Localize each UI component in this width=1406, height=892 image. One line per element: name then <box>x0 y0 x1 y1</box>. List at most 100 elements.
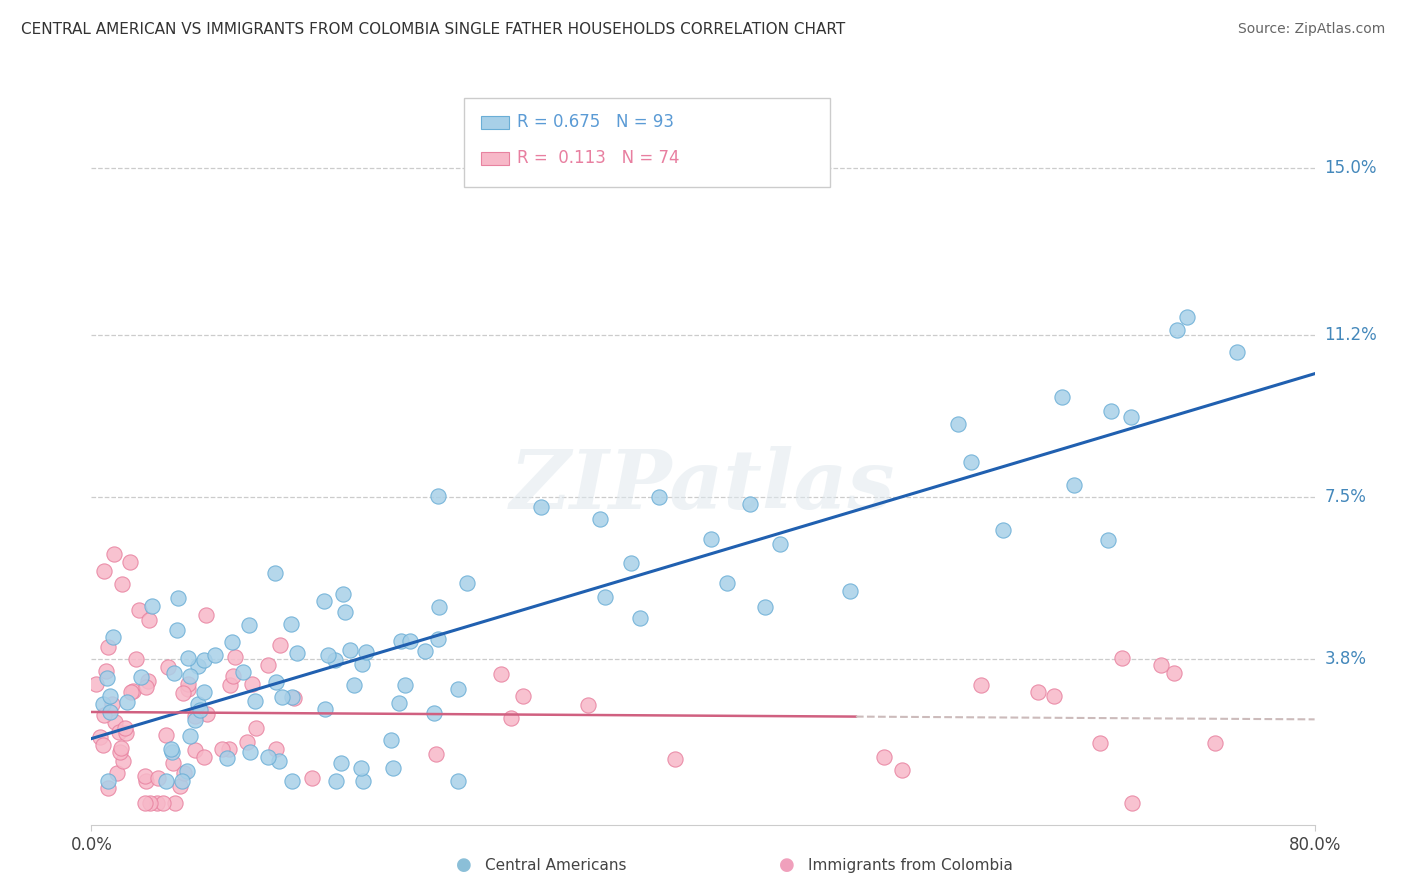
Point <box>399 633 422 648</box>
Point <box>129 670 152 684</box>
Point <box>172 686 194 700</box>
Point <box>179 669 201 683</box>
Point <box>184 709 207 723</box>
Point <box>264 742 287 756</box>
Point <box>991 523 1014 537</box>
Point <box>139 796 162 810</box>
Point <box>120 685 142 699</box>
Point <box>716 576 738 591</box>
Point <box>281 690 304 704</box>
Point <box>224 650 246 665</box>
Point <box>146 796 169 810</box>
Point <box>177 651 200 665</box>
Point <box>1097 533 1119 548</box>
Point <box>1175 310 1198 324</box>
Point <box>325 774 347 789</box>
Point <box>245 721 267 735</box>
Point <box>589 512 612 526</box>
Point <box>647 490 669 504</box>
Point <box>1226 344 1249 359</box>
Point <box>312 594 335 608</box>
Point <box>426 632 449 647</box>
Point <box>218 742 240 756</box>
Point <box>333 605 356 619</box>
Point <box>700 532 723 546</box>
Point <box>240 677 263 691</box>
Point <box>125 652 148 666</box>
Point <box>447 681 470 696</box>
Point <box>177 682 200 697</box>
Point <box>243 694 266 708</box>
Point <box>280 617 302 632</box>
Point <box>264 675 287 690</box>
Point <box>1063 478 1085 492</box>
Point <box>664 752 686 766</box>
Text: Source: ZipAtlas.com: Source: ZipAtlas.com <box>1237 22 1385 37</box>
Point <box>193 749 215 764</box>
Point <box>350 760 373 774</box>
Point <box>97 780 120 795</box>
Point <box>155 774 177 789</box>
Point <box>754 599 776 614</box>
Point <box>96 671 118 685</box>
Point <box>1099 404 1122 418</box>
Point <box>138 614 160 628</box>
Text: 11.2%: 11.2% <box>1324 326 1376 343</box>
Point <box>257 750 280 764</box>
Point <box>1111 651 1133 665</box>
Point <box>1121 796 1143 810</box>
Point <box>98 689 121 703</box>
Point <box>110 740 132 755</box>
Point <box>316 648 339 663</box>
Point <box>97 640 120 655</box>
Point <box>1028 685 1050 699</box>
Point <box>388 697 411 711</box>
Point <box>620 556 643 570</box>
Point <box>891 763 914 777</box>
Point <box>114 726 136 740</box>
Point <box>218 678 240 692</box>
Text: ZIPatlas: ZIPatlas <box>510 445 896 525</box>
Point <box>93 564 115 578</box>
Point <box>128 603 150 617</box>
Point <box>839 583 862 598</box>
Point <box>98 705 121 719</box>
Point <box>187 658 209 673</box>
Point <box>163 796 186 810</box>
Point <box>152 796 174 810</box>
Point <box>270 690 292 705</box>
Point <box>221 635 243 649</box>
Text: R = 0.675   N = 93: R = 0.675 N = 93 <box>517 113 675 131</box>
Point <box>769 537 792 551</box>
Point <box>352 774 374 789</box>
Point <box>257 657 280 672</box>
Point <box>179 730 201 744</box>
Point <box>134 796 156 810</box>
Point <box>1088 736 1111 750</box>
Point <box>115 695 138 709</box>
Point <box>105 765 128 780</box>
Point <box>530 500 553 514</box>
Point <box>118 555 141 569</box>
Point <box>1166 323 1188 337</box>
Point <box>1204 736 1226 750</box>
Point <box>107 725 129 739</box>
Text: CENTRAL AMERICAN VS IMMIGRANTS FROM COLOMBIA SINGLE FATHER HOUSEHOLDS CORRELATIO: CENTRAL AMERICAN VS IMMIGRANTS FROM COLO… <box>21 22 845 37</box>
Point <box>173 766 195 780</box>
Point <box>389 634 412 648</box>
Point <box>170 774 193 789</box>
Point <box>263 566 285 580</box>
Point <box>332 587 354 601</box>
Point <box>1119 409 1142 424</box>
Point <box>136 673 159 688</box>
Point <box>193 684 215 698</box>
Point <box>285 646 308 660</box>
Point <box>239 745 262 759</box>
Point <box>221 669 243 683</box>
Text: Immigrants from Colombia: Immigrants from Colombia <box>808 858 1014 872</box>
Point <box>111 577 134 591</box>
Point <box>283 690 305 705</box>
Point <box>204 648 226 662</box>
Point <box>188 703 211 717</box>
Point <box>89 730 111 744</box>
